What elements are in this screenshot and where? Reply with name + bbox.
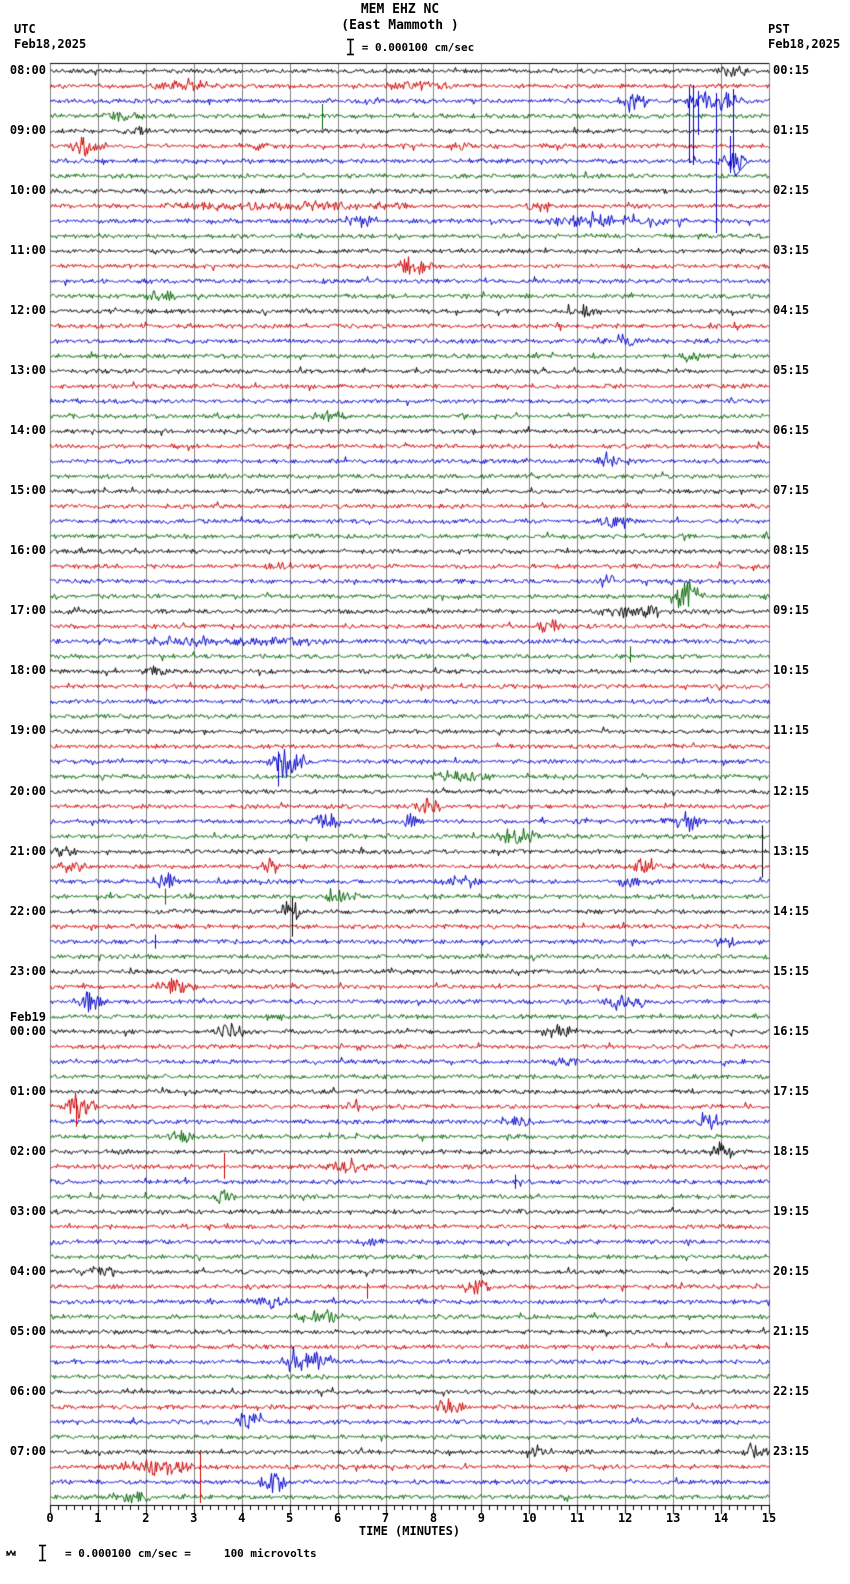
x-tick-label: 12 [617,1511,633,1525]
utc-hour-label: 11:00 [9,243,46,258]
footer-scale-label: = 0.000100 cm/sec = 100 microvolts [65,1546,317,1560]
utc-hour-label: 21:00 [9,843,46,858]
utc-hour-label: 20:00 [9,783,46,798]
utc-hour-label: 01:00 [9,1083,46,1098]
pst-hour-label: 01:15 [773,123,810,138]
pst-hour-label: 20:15 [773,1263,810,1278]
utc-hour-label: 00:00 [9,1023,46,1038]
x-tick-label: 10 [522,1511,537,1525]
utc-hour-label: 13:00 [9,363,46,378]
pst-hour-label: 13:15 [773,843,810,858]
x-tick-label: 4 [238,1511,246,1525]
x-tick-label: 8 [429,1511,438,1525]
utc-hour-label: 03:00 [9,1203,46,1218]
utc-hour-label: 23:00 [9,963,46,978]
x-axis-title: TIME (MINUTES) [358,1524,461,1538]
utc-hour-label: 18:00 [9,663,46,678]
pst-hour-label: 18:15 [773,1143,810,1158]
pst-hour-label: 17:15 [773,1083,810,1098]
utc-hour-label: 02:00 [9,1143,46,1158]
pst-hour-label: 05:15 [773,363,810,378]
pst-hour-label: 11:15 [773,723,810,738]
x-tick-label: 11 [570,1511,585,1525]
pst-hour-label: 06:15 [773,423,810,438]
x-tick-label: 6 [333,1511,342,1525]
x-tick-label: 9 [477,1511,485,1525]
scale-bar-icon [39,1544,46,1562]
pst-hour-label: 10:15 [773,663,810,678]
footer-scale: = 0.000100 cm/sec = 100 microvolts [6,1544,317,1562]
pst-hour-label: 03:15 [773,243,810,258]
pst-hour-label: 12:15 [773,783,810,798]
utc-hour-label: 17:00 [9,603,46,618]
pst-hour-label: 08:15 [773,543,810,558]
x-tick-label: 7 [381,1511,390,1525]
x-tick-label: 3 [190,1511,198,1525]
utc-hour-label: 14:00 [9,423,46,438]
utc-hour-label: 15:00 [9,483,46,498]
pst-hour-label: 14:15 [773,903,810,918]
utc-hour-label: 06:00 [9,1383,46,1398]
utc-hour-label: 12:00 [9,303,46,318]
utc-hour-label: 07:00 [9,1443,46,1458]
pst-hour-label: 15:15 [773,963,810,978]
x-tick-label: 1 [94,1511,102,1525]
pst-hour-label: 09:15 [773,603,810,618]
pst-hour-label: 22:15 [773,1383,810,1398]
utc-hour-label: 19:00 [9,723,46,738]
pst-hour-label: 02:15 [773,183,810,198]
utc-hour-label: 16:00 [9,543,46,558]
utc-hour-label: 09:00 [9,123,46,138]
pst-hour-label: 21:15 [773,1323,810,1338]
pst-hour-label: 19:15 [773,1203,810,1218]
pst-hour-label: 23:15 [773,1443,810,1458]
day-rollover-label: Feb19 [9,1009,46,1024]
x-tick-label: 15 [761,1511,777,1525]
pst-hour-label: 07:15 [773,483,810,498]
x-tick-label: 0 [46,1511,54,1525]
x-tick-label: 5 [286,1511,294,1525]
pst-hour-label: 04:15 [773,303,810,318]
x-tick-label: 13 [665,1511,681,1525]
utc-hour-label: 22:00 [9,903,46,918]
utc-hour-label: 04:00 [9,1263,46,1278]
utc-hour-label: 10:00 [9,183,46,198]
utc-hour-label: 08:00 [9,63,46,77]
pst-hour-label: 00:15 [773,63,810,77]
utc-hour-label: 05:00 [9,1323,46,1338]
x-tick-label: 14 [713,1511,729,1525]
pst-hour-label: 16:15 [773,1023,810,1038]
x-tick-label: 2 [142,1511,150,1525]
microvolt-scale-mark-icon [6,1549,16,1557]
